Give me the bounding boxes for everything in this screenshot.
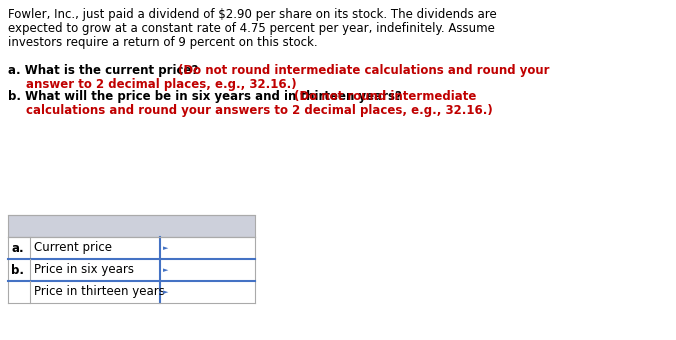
Text: b.: b. <box>11 264 24 276</box>
Text: ►: ► <box>163 289 168 295</box>
Text: investors require a return of 9 percent on this stock.: investors require a return of 9 percent … <box>8 36 318 49</box>
Text: a.: a. <box>11 241 24 255</box>
Text: answer to 2 decimal places, e.g., 32.16.): answer to 2 decimal places, e.g., 32.16.… <box>26 78 297 91</box>
Bar <box>8 259 255 281</box>
Text: ►: ► <box>163 267 168 273</box>
Text: Fowler, Inc., just paid a dividend of $2.90 per share on its stock. The dividend: Fowler, Inc., just paid a dividend of $2… <box>8 8 497 21</box>
Text: ►: ► <box>163 245 168 251</box>
Text: calculations and round your answers to 2 decimal places, e.g., 32.16.): calculations and round your answers to 2… <box>26 104 493 117</box>
Bar <box>8 215 255 237</box>
Text: Price in thirteen years: Price in thirteen years <box>34 286 165 299</box>
Text: Current price: Current price <box>34 241 112 255</box>
Bar <box>8 281 255 303</box>
Text: a. What is the current price?: a. What is the current price? <box>8 64 203 77</box>
Text: expected to grow at a constant rate of 4.75 percent per year, indefinitely. Assu: expected to grow at a constant rate of 4… <box>8 22 495 35</box>
Text: (Do not round intermediate calculations and round your: (Do not round intermediate calculations … <box>178 64 550 77</box>
Text: (Do not round intermediate: (Do not round intermediate <box>294 90 477 103</box>
Text: b. What will the price be in six years and in thirteen years?: b. What will the price be in six years a… <box>8 90 406 103</box>
Bar <box>8 237 255 259</box>
Text: Price in six years: Price in six years <box>34 264 134 276</box>
